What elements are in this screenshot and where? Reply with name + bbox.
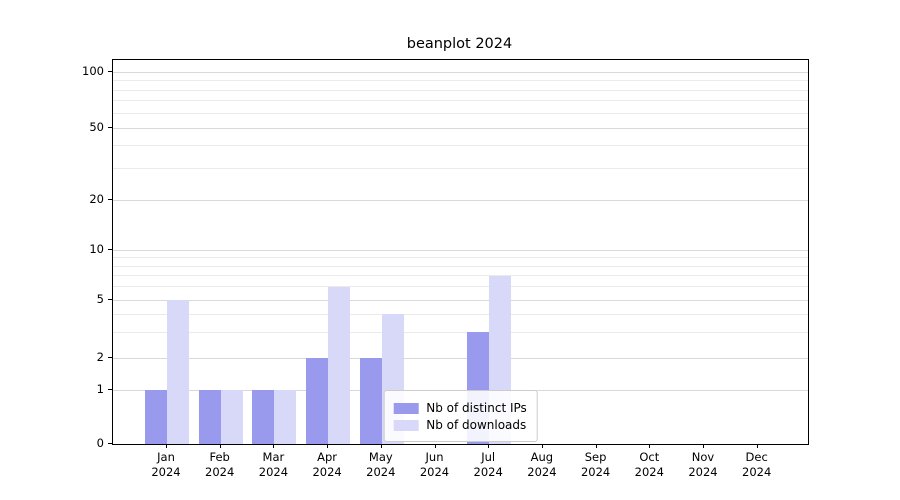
minor-gridline	[113, 331, 808, 333]
minor-gridline	[113, 265, 808, 267]
minor-gridline	[113, 257, 808, 259]
x-tick-mark	[756, 444, 758, 448]
bar-apr-distinct-ips	[306, 358, 329, 444]
legend: Nb of distinct IPs Nb of downloads	[383, 390, 538, 442]
bar-feb-downloads	[220, 390, 243, 444]
minor-gridline	[113, 275, 808, 277]
legend-entry: Nb of distinct IPs	[393, 401, 527, 415]
minor-gridline	[113, 89, 808, 91]
major-gridline	[113, 249, 808, 251]
minor-gridline	[113, 145, 808, 147]
x-tick-label: Feb 2024	[205, 450, 235, 479]
bar-may-distinct-ips	[359, 358, 382, 444]
major-gridline	[113, 71, 808, 73]
y-tick-mark	[108, 127, 112, 128]
y-tick-label: 1	[96, 382, 104, 396]
x-tick-label: Jan 2024	[151, 450, 181, 479]
x-tick-label: Jun 2024	[419, 450, 450, 479]
x-tick-mark	[541, 444, 543, 448]
x-tick-label: May 2024	[366, 450, 396, 479]
y-tick-mark	[108, 443, 112, 444]
x-tick-mark	[649, 444, 651, 448]
legend-swatch-icon	[393, 419, 419, 431]
x-tick-label: Sep 2024	[580, 450, 611, 479]
bar-jan-downloads	[167, 300, 189, 444]
y-tick-mark	[108, 389, 112, 390]
major-gridline	[113, 127, 808, 129]
x-tick-mark	[488, 444, 490, 448]
x-tick-mark	[273, 444, 275, 448]
y-tick-mark	[108, 199, 112, 200]
y-tick-label: 2	[96, 350, 104, 364]
y-tick-label: 10	[89, 242, 104, 256]
x-tick-label: Oct 2024	[634, 450, 664, 479]
y-tick-label: 0	[96, 436, 104, 450]
x-tick-mark	[434, 444, 436, 448]
x-tick-label: Apr 2024	[312, 450, 342, 479]
minor-gridline	[113, 100, 808, 102]
y-tick-label: 100	[82, 64, 104, 78]
bar-mar-downloads	[274, 390, 297, 444]
x-tick-mark	[703, 444, 704, 448]
major-gridline	[113, 199, 808, 201]
chart-title: beanplot 2024	[406, 36, 513, 52]
x-tick-mark	[166, 444, 167, 448]
minor-gridline	[113, 167, 808, 169]
y-tick-label: 20	[89, 192, 104, 206]
bar-mar-distinct-ips	[252, 390, 275, 444]
y-tick-label: 5	[96, 292, 104, 306]
x-tick-label: Aug 2024	[527, 450, 557, 479]
x-tick-label: Nov 2024	[688, 450, 718, 479]
x-tick-mark	[380, 444, 382, 448]
legend-entry: Nb of downloads	[393, 418, 527, 432]
legend-label: Nb of distinct IPs	[426, 401, 527, 415]
bar-feb-distinct-ips	[198, 390, 221, 444]
bar-jan-distinct-ips	[145, 390, 167, 444]
bar-apr-downloads	[328, 286, 351, 444]
legend-swatch-icon	[393, 402, 419, 414]
legend-label: Nb of downloads	[426, 418, 527, 432]
minor-gridline	[113, 286, 808, 288]
y-tick-mark	[108, 299, 112, 300]
y-tick-mark	[108, 357, 112, 358]
y-tick-mark	[108, 249, 112, 250]
y-tick-label: 50	[89, 120, 104, 134]
x-tick-label: Dec 2024	[742, 450, 772, 479]
x-tick-label: Jul 2024	[473, 450, 503, 479]
x-tick-mark	[327, 444, 329, 448]
major-gridline	[113, 299, 808, 301]
minor-gridline	[113, 80, 808, 82]
plot-area: Nb of distinct IPs Nb of downloads	[112, 59, 809, 445]
x-tick-mark	[595, 444, 597, 448]
y-tick-mark	[108, 71, 112, 72]
minor-gridline	[113, 313, 808, 315]
x-tick-mark	[219, 444, 221, 448]
x-tick-label: Mar 2024	[258, 450, 289, 479]
minor-gridline	[113, 112, 808, 114]
major-gridline	[113, 357, 808, 359]
